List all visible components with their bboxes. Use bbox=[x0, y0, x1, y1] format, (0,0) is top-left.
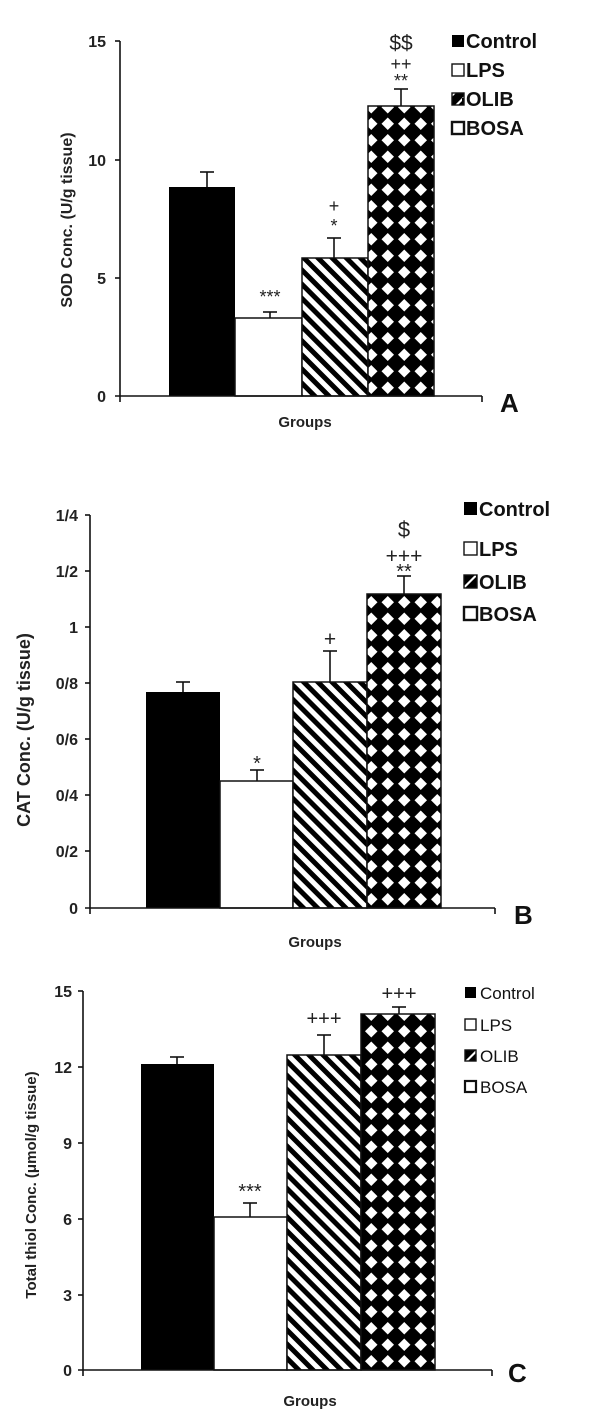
panel-label: C bbox=[508, 1358, 527, 1388]
legend: Control LPS OLIB BOSA bbox=[462, 499, 550, 626]
bar-olib bbox=[292, 681, 368, 909]
ytick-label: 15 bbox=[88, 34, 106, 51]
ytick-label: 12 bbox=[54, 1060, 72, 1077]
y-axis-label: CAT Conc. (U/g tissue) bbox=[14, 633, 34, 827]
ytick-label: 5 bbox=[97, 271, 106, 288]
bar-olib bbox=[301, 257, 369, 397]
legend-swatch-lps bbox=[464, 1018, 477, 1031]
axes bbox=[78, 990, 493, 1376]
chart-a: 0 5 10 15 SOD Conc. (U/g tissue) Groups … bbox=[59, 31, 537, 431]
legend-swatch-lps bbox=[463, 541, 478, 556]
ytick-label: 0/2 bbox=[56, 844, 78, 861]
y-axis-label: SOD Conc. (U/g tissue) bbox=[59, 132, 76, 307]
legend: Control LPS OLIB BOSA bbox=[463, 984, 535, 1097]
axes bbox=[115, 40, 483, 402]
chart-b: 0 0/2 0/4 0/6 0/8 1 1/2 1/4 CAT Conc. (U… bbox=[14, 499, 550, 951]
sig-lps: *** bbox=[238, 1181, 262, 1203]
ytick-label: 0/6 bbox=[56, 732, 78, 749]
legend-label: BOSA bbox=[466, 118, 524, 140]
bar-lps bbox=[219, 780, 294, 909]
ytick-label: 15 bbox=[54, 984, 72, 1001]
error-bars bbox=[200, 88, 408, 318]
legend-swatch-olib bbox=[451, 92, 465, 106]
bar-bosa bbox=[367, 105, 435, 397]
sig-bosa-1: +++ bbox=[381, 983, 416, 1005]
legend-swatch-bosa bbox=[450, 120, 466, 136]
sig-lps: *** bbox=[259, 287, 280, 307]
legend-label: LPS bbox=[479, 539, 518, 561]
sig-lps: * bbox=[253, 753, 261, 775]
ytick-label: 1/4 bbox=[56, 508, 78, 525]
error-bars bbox=[176, 575, 411, 781]
sig-bosa-1: ** bbox=[396, 561, 412, 583]
ytick-label: 10 bbox=[88, 153, 106, 170]
ytick-label: 0 bbox=[97, 389, 106, 406]
ytick-label: 1 bbox=[69, 620, 78, 637]
axes bbox=[85, 514, 496, 914]
legend-label: LPS bbox=[466, 60, 505, 82]
sig-bosa-2: ++ bbox=[390, 54, 411, 74]
legend-label: OLIB bbox=[480, 1047, 519, 1066]
sig-bosa-3: $$ bbox=[389, 32, 413, 55]
ytick-label: 6 bbox=[63, 1212, 72, 1229]
legend-label: BOSA bbox=[480, 1078, 528, 1097]
legend: Control LPS OLIB BOSA bbox=[450, 31, 537, 140]
bar-bosa bbox=[366, 593, 442, 909]
sig-bosa-3: $ bbox=[398, 517, 410, 542]
bar-lps bbox=[213, 1216, 288, 1371]
sig-bosa-2: +++ bbox=[386, 545, 423, 568]
legend-label: Control bbox=[466, 31, 537, 53]
sig-olib-1: * bbox=[330, 216, 337, 236]
x-axis-label: Groups bbox=[283, 1393, 336, 1410]
ytick-label: 1/2 bbox=[56, 564, 78, 581]
chart-c: 0 3 6 9 12 15 Total thiol Conc. (μmol/g … bbox=[23, 983, 535, 1410]
legend-label: OLIB bbox=[466, 89, 514, 111]
legend-label: BOSA bbox=[479, 604, 537, 626]
legend-swatch-lps bbox=[451, 63, 465, 77]
ytick-label: 3 bbox=[63, 1288, 72, 1305]
legend-swatch-bosa bbox=[463, 1079, 478, 1094]
legend-swatch-olib bbox=[463, 574, 478, 589]
ytick-label: 0/8 bbox=[56, 676, 78, 693]
sig-olib-1: + bbox=[324, 628, 336, 651]
panel-label: B bbox=[514, 900, 533, 930]
legend-swatch-olib bbox=[464, 1049, 477, 1062]
y-axis-label: Total thiol Conc. (μmol/g tissue) bbox=[23, 1071, 40, 1298]
x-axis-label: Groups bbox=[278, 414, 331, 431]
legend-label: OLIB bbox=[479, 572, 527, 594]
legend-label: Control bbox=[479, 499, 550, 521]
bar-olib bbox=[286, 1054, 362, 1371]
sig-bosa-1: ** bbox=[394, 71, 408, 91]
sig-olib-1: +++ bbox=[306, 1008, 341, 1030]
x-axis-label: Groups bbox=[288, 934, 341, 951]
bar-control bbox=[141, 1064, 214, 1370]
legend-swatch-control bbox=[464, 502, 477, 515]
legend-swatch-control bbox=[452, 35, 464, 47]
ytick-label: 9 bbox=[63, 1136, 72, 1153]
sig-olib-2: + bbox=[329, 196, 340, 216]
bar-control bbox=[146, 692, 220, 908]
legend-label: Control bbox=[480, 984, 535, 1003]
panel-label: A bbox=[500, 388, 519, 418]
bar-control bbox=[169, 187, 235, 396]
ytick-label: 0 bbox=[63, 1363, 72, 1380]
legend-label: LPS bbox=[480, 1016, 512, 1035]
ytick-label: 0/4 bbox=[56, 788, 78, 805]
legend-swatch-bosa bbox=[462, 605, 479, 622]
bar-bosa bbox=[360, 1013, 436, 1371]
error-bars bbox=[170, 1006, 406, 1217]
bar-lps bbox=[234, 317, 303, 397]
ytick-label: 0 bbox=[69, 901, 78, 918]
legend-swatch-control bbox=[465, 987, 476, 998]
